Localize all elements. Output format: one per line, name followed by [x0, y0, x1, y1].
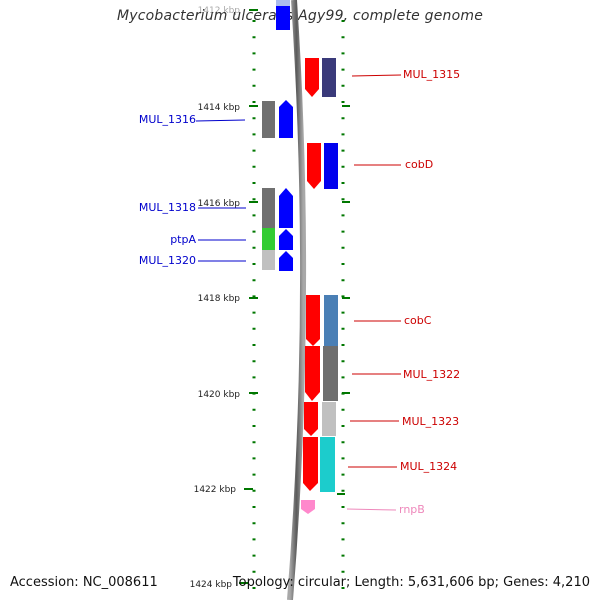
tick-1420: 1420 kbp: [198, 390, 258, 400]
tick-1412: 1412 kbp: [198, 6, 258, 16]
gene-mul1318[interactable]: [262, 188, 293, 228]
svg-text:1422 kbp: 1422 kbp: [194, 485, 237, 495]
svg-text:MUL_1320: MUL_1320: [139, 254, 196, 267]
label-rnpb[interactable]: rnpB: [346, 503, 425, 516]
label-ptpa[interactable]: ptpA: [170, 233, 246, 246]
svg-text:1416 kbp: 1416 kbp: [198, 199, 241, 209]
label-mul1324[interactable]: MUL_1324: [348, 460, 457, 473]
gene-ptpa[interactable]: [262, 228, 293, 250]
svg-text:1420 kbp: 1420 kbp: [198, 390, 241, 400]
tick-1424: 1424 kbp: [190, 580, 248, 590]
label-mul1323[interactable]: MUL_1323: [350, 415, 459, 428]
svg-text:1418 kbp: 1418 kbp: [198, 294, 241, 304]
label-mul1318[interactable]: MUL_1318: [139, 201, 246, 214]
gene-cobc[interactable]: [306, 295, 338, 346]
label-mul1316[interactable]: MUL_1316: [139, 113, 246, 126]
label-mul1315[interactable]: MUL_1315: [351, 68, 460, 81]
genome-title: Mycobacterium ulcerans Agy99, complete g…: [116, 8, 484, 24]
svg-text:cobD: cobD: [405, 158, 433, 171]
svg-text:MUL_1318: MUL_1318: [139, 201, 196, 214]
svg-text:1424 kbp: 1424 kbp: [190, 580, 233, 590]
genome-summary-text: Topology: circular; Length: 5,631,606 bp…: [232, 575, 590, 590]
svg-text:1414 kbp: 1414 kbp: [198, 103, 241, 113]
svg-text:ptpA: ptpA: [170, 233, 196, 246]
svg-text:MUL_1315: MUL_1315: [403, 68, 460, 81]
accession-text: Accession: NC_008611: [10, 575, 158, 590]
tick-1418: 1418 kbp: [198, 294, 258, 304]
gene-cobd[interactable]: [307, 143, 338, 189]
svg-text:MUL_1323: MUL_1323: [402, 415, 459, 428]
svg-text:rnpB: rnpB: [399, 503, 425, 516]
tick-1416: 1416 kbp: [198, 199, 258, 209]
label-mul1320[interactable]: MUL_1320: [139, 254, 246, 267]
tick-1414: 1414 kbp: [198, 103, 258, 113]
svg-text:1412 kbp: 1412 kbp: [198, 6, 241, 16]
label-mul1322[interactable]: MUL_1322: [352, 368, 460, 381]
gene-mul1320[interactable]: [262, 250, 293, 271]
label-cobd[interactable]: cobD: [354, 158, 433, 171]
svg-text:MUL_1316: MUL_1316: [139, 113, 196, 126]
genome-backbone: [287, 0, 307, 600]
svg-text:MUL_1324: MUL_1324: [400, 460, 457, 473]
label-cobc[interactable]: cobC: [354, 314, 432, 327]
gene-mul1323[interactable]: [304, 402, 336, 436]
tick-1422: 1422 kbp: [194, 485, 253, 495]
gene-mul1315[interactable]: [305, 58, 336, 97]
svg-text:MUL_1322: MUL_1322: [403, 368, 460, 381]
gene-block-top-partial[interactable]: [276, 0, 290, 30]
gene-rnpb[interactable]: [301, 500, 315, 514]
gene-mul1324[interactable]: [303, 437, 335, 492]
svg-text:cobC: cobC: [404, 314, 432, 327]
gene-mul1316[interactable]: [262, 100, 293, 138]
gene-mul1322[interactable]: [305, 346, 338, 401]
